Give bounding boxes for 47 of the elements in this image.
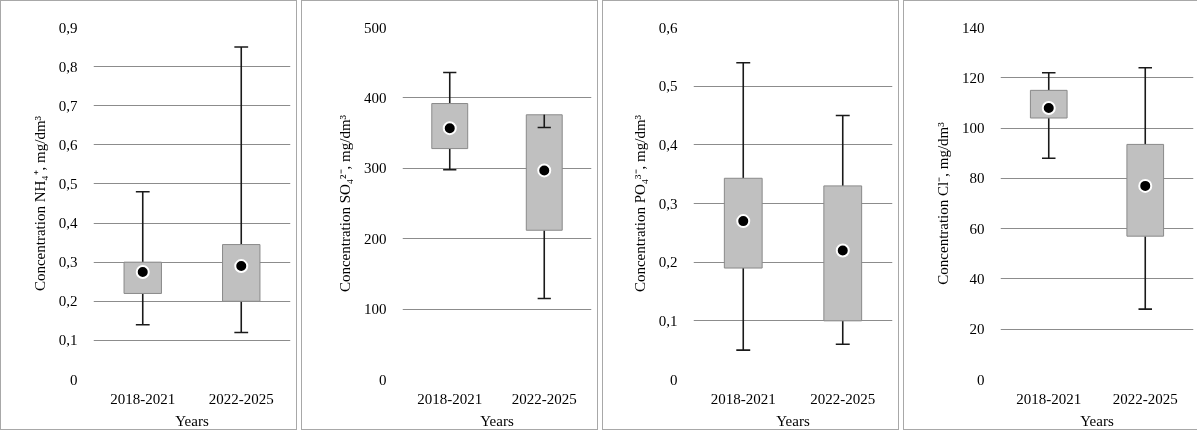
x-tick-label: 2022-2025 bbox=[1112, 390, 1178, 407]
y-axis-title: Concentration NH₄⁺, mg/dm³ bbox=[31, 115, 48, 292]
y-tick-label: 0,6 bbox=[658, 19, 678, 36]
y-tick-label: 0 bbox=[379, 371, 387, 388]
x-axis-title: Years bbox=[175, 412, 209, 429]
x-tick-label: 2018-2021 bbox=[417, 390, 483, 407]
x-tick-label: 2022-2025 bbox=[208, 390, 274, 407]
x-tick-label: 2018-2021 bbox=[710, 390, 776, 407]
y-tick-label: 80 bbox=[969, 170, 985, 187]
y-tick-label: 500 bbox=[364, 19, 387, 36]
y-tick-label: 0 bbox=[670, 371, 678, 388]
x-tick-label: 2022-2025 bbox=[511, 390, 577, 407]
y-tick-label: 0,8 bbox=[58, 58, 78, 75]
y-tick-label: 100 bbox=[364, 301, 387, 318]
y-tick-label: 0 bbox=[70, 371, 78, 388]
y-tick-label: 0,3 bbox=[58, 254, 78, 271]
y-tick-label: 0,4 bbox=[658, 136, 678, 153]
y-tick-label: 120 bbox=[962, 69, 985, 86]
y-tick-label: 0,4 bbox=[58, 215, 78, 232]
y-tick-label: 140 bbox=[962, 19, 985, 36]
x-axis-title: Years bbox=[480, 412, 514, 429]
y-tick-label: 0,1 bbox=[58, 332, 78, 349]
y-tick-label: 60 bbox=[969, 220, 985, 237]
y-tick-label: 0,5 bbox=[658, 78, 678, 95]
y-tick-label: 0 bbox=[977, 371, 985, 388]
y-axis-title: Concentration Cl⁻, mg/dm³ bbox=[935, 121, 951, 285]
y-tick-label: 0,2 bbox=[58, 293, 78, 310]
x-axis-title: Years bbox=[1080, 412, 1114, 429]
x-tick-label: 2022-2025 bbox=[810, 390, 876, 407]
y-tick-label: 0,9 bbox=[58, 19, 78, 36]
y-tick-label: 0,2 bbox=[658, 254, 678, 271]
y-axis-title: Concentration SO₄²⁻, mg/dm³ bbox=[337, 114, 353, 293]
x-tick-label: 2018-2021 bbox=[1016, 390, 1082, 407]
y-tick-label: 200 bbox=[364, 230, 387, 247]
y-tick-label: 0,7 bbox=[58, 97, 78, 114]
y-tick-label: 400 bbox=[364, 89, 387, 106]
y-tick-label: 20 bbox=[969, 321, 985, 338]
y-tick-label: 0,1 bbox=[658, 312, 678, 329]
y-axis-title: Concentration PO₄³⁻, mg/dm³ bbox=[631, 114, 648, 293]
y-tick-label: 0,3 bbox=[658, 195, 678, 212]
y-tick-label: 100 bbox=[962, 120, 985, 137]
x-axis-title: Years bbox=[776, 412, 810, 429]
y-tick-label: 0,6 bbox=[58, 136, 78, 153]
x-tick-label: 2018-2021 bbox=[110, 390, 176, 407]
y-tick-label: 300 bbox=[364, 160, 387, 177]
y-tick-label: 40 bbox=[969, 270, 985, 287]
y-tick-label: 0,5 bbox=[58, 175, 78, 192]
